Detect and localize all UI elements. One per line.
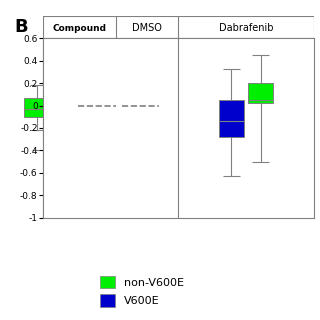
Text: Dabrafenib: Dabrafenib bbox=[219, 23, 273, 33]
Text: Compound: Compound bbox=[53, 24, 107, 33]
Bar bbox=[248, 83, 273, 103]
Text: DMSO: DMSO bbox=[132, 23, 162, 33]
Legend: non-V600E, V600E: non-V600E, V600E bbox=[95, 271, 188, 311]
Bar bbox=[24, 98, 50, 117]
Bar bbox=[219, 100, 244, 137]
Text: B: B bbox=[14, 18, 28, 36]
